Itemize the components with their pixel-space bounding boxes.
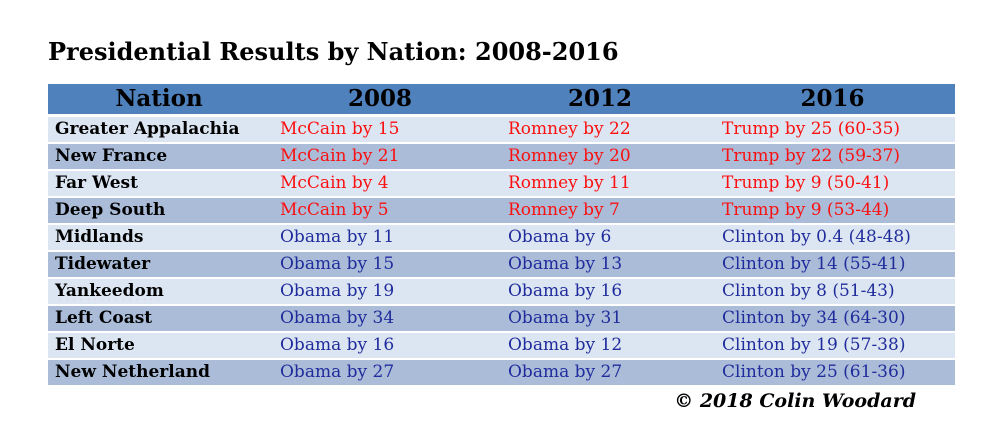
result-2016-cell: Clinton by 25 (61-36)	[722, 363, 906, 381]
table-row: Far West McCain by 4 Romney by 11 Trump …	[48, 170, 955, 198]
column-header-2012: 2012	[567, 85, 632, 113]
table-row: Left Coast Obama by 34 Obama by 31 Clint…	[48, 305, 955, 333]
result-2012-cell: Romney by 22	[508, 120, 631, 138]
result-2012-cell: Romney by 11	[508, 174, 631, 192]
nation-cell: Left Coast	[55, 309, 153, 327]
result-2012-cell: Obama by 12	[508, 336, 623, 354]
table-row: Deep South McCain by 5 Romney by 7 Trump…	[48, 197, 955, 225]
result-2008-cell: Obama by 15	[280, 255, 395, 273]
table-body: Greater Appalachia McCain by 15 Romney b…	[48, 116, 955, 387]
nation-cell: New France	[55, 147, 168, 165]
result-2008-cell: Obama by 16	[280, 336, 395, 354]
result-2008-cell: McCain by 5	[280, 201, 389, 219]
nation-cell: Midlands	[55, 228, 144, 246]
result-2016-cell: Trump by 9 (53-44)	[722, 201, 890, 219]
result-2012-cell: Obama by 31	[508, 309, 623, 327]
result-2008-cell: Obama by 27	[280, 363, 395, 381]
result-2016-cell: Clinton by 0.4 (48-48)	[722, 228, 911, 246]
table-row: Greater Appalachia McCain by 15 Romney b…	[48, 116, 955, 144]
table-row: New France McCain by 21 Romney by 20 Tru…	[48, 143, 955, 171]
result-2008-cell: Obama by 19	[280, 282, 395, 300]
column-header-nation: Nation	[115, 85, 203, 113]
column-header-2008: 2008	[347, 85, 412, 113]
result-2012-cell: Obama by 27	[508, 363, 623, 381]
table-row: Yankeedom Obama by 19 Obama by 16 Clinto…	[48, 278, 955, 306]
result-2016-cell: Trump by 22 (59-37)	[722, 147, 901, 165]
nation-cell: Tidewater	[55, 255, 151, 273]
result-2008-cell: Obama by 11	[280, 228, 395, 246]
nation-cell: Greater Appalachia	[55, 120, 240, 138]
column-header-2016: 2016	[800, 85, 865, 113]
result-2008-cell: McCain by 4	[280, 174, 389, 192]
result-2016-cell: Clinton by 14 (55-41)	[722, 255, 906, 273]
table-row: Midlands Obama by 11 Obama by 6 Clinton …	[48, 224, 955, 252]
result-2012-cell: Obama by 13	[508, 255, 623, 273]
nation-cell: Deep South	[55, 201, 166, 219]
result-2016-cell: Trump by 25 (60-35)	[722, 120, 901, 138]
result-2016-cell: Clinton by 34 (64-30)	[722, 309, 906, 327]
result-2012-cell: Romney by 20	[508, 147, 631, 165]
result-2008-cell: McCain by 15	[280, 120, 400, 138]
result-2012-cell: Obama by 6	[508, 228, 612, 246]
page-title: Presidential Results by Nation: 2008-201…	[48, 37, 619, 66]
result-2016-cell: Clinton by 19 (57-38)	[722, 336, 906, 354]
nation-cell: New Netherland	[55, 363, 210, 381]
result-2012-cell: Romney by 7	[508, 201, 620, 219]
result-2008-cell: McCain by 21	[280, 147, 400, 165]
result-2016-cell: Clinton by 8 (51-43)	[722, 282, 895, 300]
nation-cell: Far West	[55, 174, 138, 192]
table-row: El Norte Obama by 16 Obama by 12 Clinton…	[48, 332, 955, 360]
table-row: New Netherland Obama by 27 Obama by 27 C…	[48, 359, 955, 387]
result-2016-cell: Trump by 9 (50-41)	[722, 174, 890, 192]
results-table: Nation 2008 2012 2016 Greater Appalachia…	[48, 83, 955, 387]
result-2008-cell: Obama by 34	[280, 309, 395, 327]
table-header-row: Nation 2008 2012 2016	[48, 83, 955, 117]
copyright-notice: © 2018 Colin Woodard	[674, 389, 916, 412]
result-2012-cell: Obama by 16	[508, 282, 623, 300]
nation-cell: El Norte	[55, 336, 135, 354]
nation-cell: Yankeedom	[55, 282, 164, 300]
table-row: Tidewater Obama by 15 Obama by 13 Clinto…	[48, 251, 955, 279]
